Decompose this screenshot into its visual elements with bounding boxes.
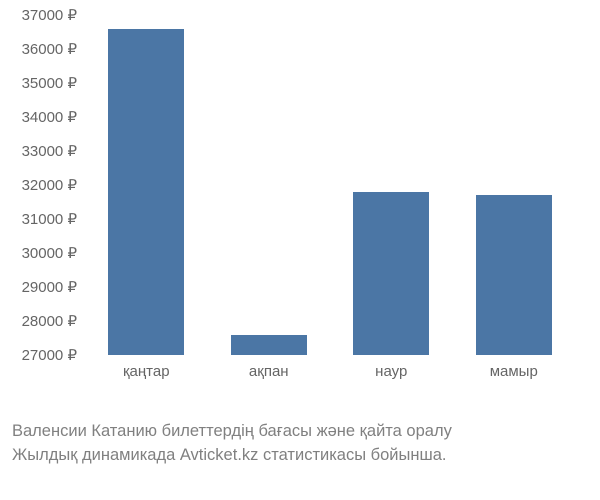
y-tick-label: 34000 ₽	[5, 108, 77, 126]
y-tick-label: 32000 ₽	[5, 176, 77, 194]
y-tick-label: 35000 ₽	[5, 74, 77, 92]
bar	[353, 192, 429, 355]
caption-line-1: Валенсии Катанию билеттердің бағасы және…	[12, 420, 592, 444]
plot-area: 27000 ₽28000 ₽29000 ₽30000 ₽31000 ₽32000…	[85, 15, 575, 355]
bar	[231, 335, 307, 355]
y-tick-label: 28000 ₽	[5, 312, 77, 330]
y-tick-label: 31000 ₽	[5, 210, 77, 228]
bar	[108, 29, 184, 355]
x-tick-label: мамыр	[490, 363, 538, 380]
y-tick-label: 36000 ₽	[5, 40, 77, 58]
caption: Валенсии Катанию билеттердің бағасы және…	[12, 420, 592, 468]
y-tick-label: 30000 ₽	[5, 244, 77, 262]
y-tick-label: 37000 ₽	[5, 6, 77, 24]
x-tick-label: қаңтар	[123, 363, 170, 380]
y-tick-label: 33000 ₽	[5, 142, 77, 160]
bar-chart: 27000 ₽28000 ₽29000 ₽30000 ₽31000 ₽32000…	[85, 15, 575, 395]
y-tick-label: 27000 ₽	[5, 346, 77, 364]
caption-line-2: Жылдық динамикада Avticket.kz статистика…	[12, 444, 592, 468]
y-tick-label: 29000 ₽	[5, 278, 77, 296]
x-tick-label: наур	[375, 363, 407, 380]
bar	[476, 195, 552, 355]
x-tick-label: ақпан	[249, 363, 289, 380]
